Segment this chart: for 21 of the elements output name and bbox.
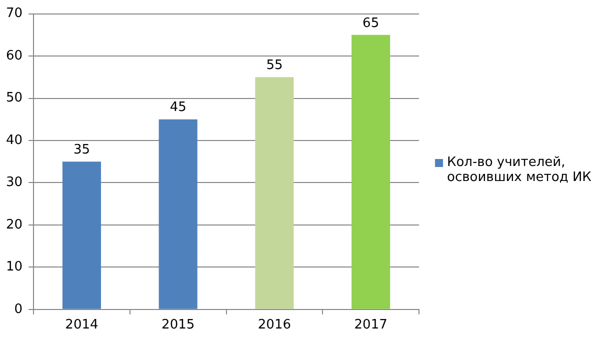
legend-label: Кол-во учителей, освоивших метод ИК [447,155,592,185]
y-tick-label: 40 [6,132,23,148]
y-tick-label: 0 [14,302,23,317]
data-label: 55 [266,58,283,74]
y-tick-label: 20 [6,217,23,232]
y-tick-label: 60 [6,48,23,64]
y-tick-label: 70 [6,6,23,22]
data-label: 35 [73,142,90,158]
bar [255,77,294,309]
x-tick-label: 2017 [354,318,388,333]
bar [158,119,198,309]
y-tick-label: 50 [6,90,23,106]
y-tick-label: 10 [6,260,23,275]
bar [62,162,101,309]
x-tick-label: 2014 [65,318,98,333]
data-label: 65 [362,16,380,31]
x-tick-label: 2015 [162,318,195,333]
data-label: 45 [170,100,186,116]
bar [352,34,390,309]
x-tick-label: 2016 [258,318,291,333]
y-tick-label: 30 [6,175,23,190]
